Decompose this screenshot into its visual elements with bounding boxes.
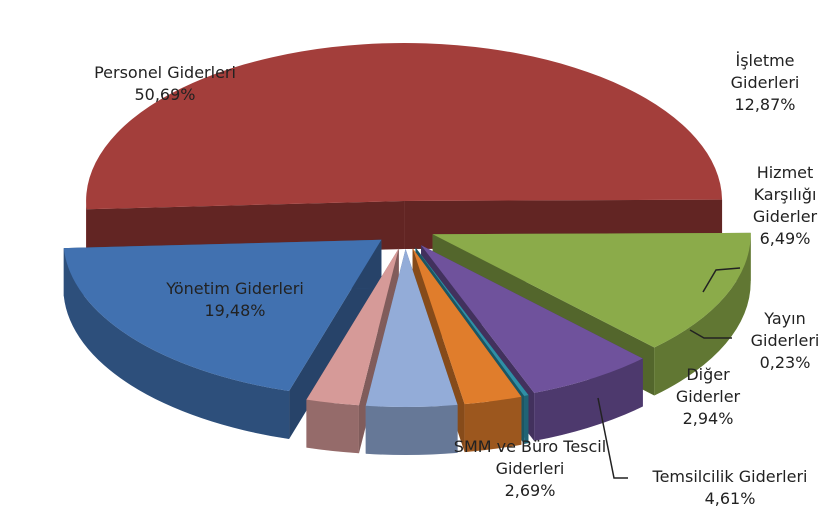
- slice-label: Yayın Giderleri 0,23%: [740, 308, 827, 374]
- slice-side: [289, 239, 382, 439]
- value-label: 2,69%: [504, 481, 556, 500]
- leader-line: [597, 397, 628, 479]
- slice-wall: [306, 399, 359, 454]
- slice-wall: [534, 358, 643, 441]
- slice-shade: [365, 404, 458, 455]
- category-label: İşletme Giderleri: [730, 51, 800, 92]
- slice: [86, 43, 723, 210]
- slice: [63, 239, 382, 391]
- value-label: 0,23%: [759, 353, 811, 372]
- category-label: Yayın Giderleri: [750, 309, 820, 350]
- category-label: Diğer Giderler: [675, 365, 741, 406]
- slice-label: SMM ve Büro Tescil Giderleri 2,69%: [435, 436, 625, 502]
- slice: [306, 248, 399, 406]
- slice-wall: [524, 395, 529, 444]
- slice: [432, 232, 751, 348]
- slice: [415, 247, 529, 396]
- slice-label: Temsilcilik Giderleri 4,61%: [620, 466, 827, 510]
- category-label: Yönetim Giderleri: [166, 279, 304, 298]
- slice-wall: [365, 404, 458, 455]
- slice: [412, 248, 522, 405]
- slice-shade: [534, 358, 643, 441]
- value-label: 50,69%: [134, 85, 196, 104]
- value-label: 6,49%: [759, 229, 811, 248]
- slice-shade: [289, 239, 382, 439]
- value-label: 2,94%: [682, 409, 734, 428]
- category-label: Temsilcilik Giderleri: [652, 467, 808, 486]
- slice-shade: [654, 234, 751, 396]
- slice-wall: [464, 396, 522, 453]
- value-label: 12,87%: [734, 95, 796, 114]
- category-label: Hizmet Karşılığı Giderler: [752, 163, 818, 226]
- slice: [421, 245, 643, 393]
- value-label: 19,48%: [204, 301, 266, 320]
- slice-shade: [464, 396, 522, 453]
- category-label: SMM ve Büro Tescil Giderleri: [453, 437, 607, 478]
- slice-label: Personel Giderleri 50,69%: [65, 62, 265, 106]
- slice-label: Yönetim Giderleri 19,48%: [125, 278, 345, 322]
- category-label: Personel Giderleri: [94, 63, 236, 82]
- slice-shade: [306, 399, 359, 454]
- leaders: [597, 267, 741, 479]
- value-label: 4,61%: [704, 489, 756, 508]
- slice-shade: [63, 248, 290, 439]
- slice-label: Diğer Giderler 2,94%: [663, 364, 753, 430]
- leader-line: [702, 267, 741, 293]
- slice-wall: [63, 248, 290, 439]
- slice: [365, 248, 458, 407]
- slice-wall: [654, 234, 751, 396]
- slice-shade: [524, 395, 529, 444]
- slice-label: İşletme Giderleri 12,87%: [705, 50, 825, 116]
- leader-line: [689, 329, 732, 339]
- slice-label: Hizmet Karşılığı Giderler 6,49%: [740, 162, 827, 250]
